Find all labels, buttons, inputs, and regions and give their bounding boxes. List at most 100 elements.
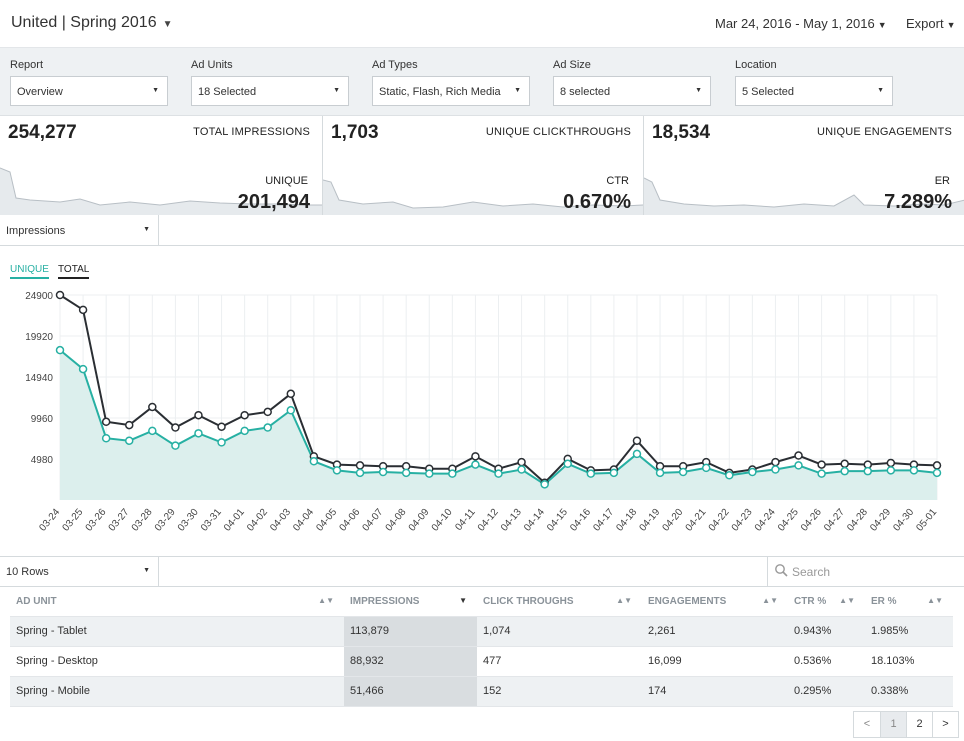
table-header-row: AD UNIT ▲▼ IMPRESSIONS ▼ CLICK THROUGHS ▲▼ … <box>10 587 953 617</box>
total-data-point <box>840 459 849 469</box>
campaign-title: United | Spring 2016 <box>11 14 157 31</box>
select-value: Overview <box>17 86 63 98</box>
column-header-click-throughs[interactable]: CLICK THROUGHS ▲▼ <box>477 587 642 617</box>
location-select[interactable]: 5 Selected ▼ <box>735 76 893 106</box>
total-data-point <box>286 389 296 399</box>
campaign-selector[interactable]: United | Spring 2016 ▼ <box>11 14 173 32</box>
page-button-1[interactable]: 1 <box>880 712 906 737</box>
y-tick-label: 4980 <box>31 455 54 466</box>
export-menu[interactable]: Export ▼ <box>906 16 956 31</box>
unique-data-point <box>748 467 757 477</box>
table-row[interactable]: Spring - Mobile 51,466 152 174 0.295% 0.… <box>10 676 953 707</box>
unique-data-point <box>425 469 434 478</box>
caret-down-icon: ▼ <box>152 87 159 94</box>
cell-click-throughs: 1,074 <box>477 616 642 647</box>
search-placeholder: Search <box>792 565 831 579</box>
cell-ctr: 0.295% <box>788 676 865 707</box>
sort-icon: ▲▼ <box>839 596 855 605</box>
stat-subvalue: 0.670% <box>563 191 631 213</box>
filter-label: Location <box>735 59 777 71</box>
unique-data-point <box>863 466 873 476</box>
rows-per-page-select[interactable]: 10 Rows ▼ <box>0 557 159 586</box>
unique-data-point <box>540 480 549 489</box>
ad-size-select[interactable]: 8 selected ▼ <box>553 76 711 106</box>
unique-data-point <box>817 469 826 478</box>
unique-data-point <box>263 423 272 432</box>
legend-unique[interactable]: UNIQUE <box>10 264 49 279</box>
x-tick-label: 04-22 <box>707 507 732 534</box>
unique-data-point <box>217 438 226 447</box>
unique-data-point <box>632 449 642 459</box>
sort-icon: ▲▼ <box>318 596 334 605</box>
x-tick-label: 04-11 <box>453 507 478 533</box>
metric-value: Impressions <box>6 225 66 237</box>
filter-report: Report Overview ▼ <box>10 59 168 106</box>
unique-data-point <box>586 469 596 478</box>
sparkline <box>323 179 643 215</box>
x-tick-label: 03-31 <box>199 507 224 534</box>
prev-page-button[interactable]: < <box>854 712 880 737</box>
x-tick-label: 04-19 <box>637 507 662 534</box>
unique-data-point <box>286 406 296 415</box>
total-data-point <box>240 410 249 420</box>
next-page-button[interactable]: > <box>932 712 958 737</box>
cell-er: 0.338% <box>865 676 953 707</box>
x-tick-label: 04-16 <box>568 507 593 534</box>
x-tick-label: 03-27 <box>107 507 132 534</box>
x-tick-label: 04-21 <box>684 507 709 534</box>
header-label: CTR % <box>794 595 827 607</box>
search-input[interactable]: Search <box>767 557 964 586</box>
caret-down-icon: ▼ <box>162 19 173 30</box>
x-tick-label: 04-29 <box>868 507 893 534</box>
x-tick-label: 04-17 <box>591 507 616 534</box>
column-header-ad-unit[interactable]: AD UNIT ▲▼ <box>10 587 344 617</box>
x-tick-label: 04-07 <box>361 507 386 534</box>
stat-sublabel: ER <box>934 175 950 187</box>
unique-data-point <box>148 426 157 436</box>
unique-data-point <box>840 466 849 476</box>
header-label: ER % <box>871 595 897 607</box>
report-select[interactable]: Overview ▼ <box>10 76 168 106</box>
y-axis-labels: 24900 19920 14940 9960 4980 <box>25 291 53 466</box>
x-tick-label: 04-10 <box>430 507 455 534</box>
x-tick-label: 04-12 <box>476 507 501 534</box>
date-range-picker[interactable]: Mar 24, 2016 - May 1, 2016 ▼ <box>715 16 887 31</box>
ad-types-select[interactable]: Static, Flash, Rich Media ▼ <box>372 76 530 106</box>
select-value: 8 selected <box>560 86 611 98</box>
y-tick-label: 9960 <box>31 414 54 425</box>
table-row[interactable]: Spring - Tablet 113,879 1,074 2,261 0.94… <box>10 616 953 647</box>
cell-engagements: 174 <box>642 676 788 707</box>
total-data-point <box>817 460 826 469</box>
stat-sublabel: CTR <box>606 175 629 187</box>
legend-total[interactable]: TOTAL <box>58 264 90 279</box>
column-header-ctr[interactable]: CTR % ▲▼ <box>788 587 865 617</box>
total-data-point <box>101 417 111 427</box>
x-tick-label: 03-30 <box>176 507 201 534</box>
x-tick-label: 04-28 <box>845 507 870 534</box>
stat-impressions: 254,277 TOTAL IMPRESSIONS UNIQUE 201,494 <box>0 116 322 215</box>
stat-value: 1,703 <box>331 122 379 143</box>
total-data-point <box>632 436 642 445</box>
cell-impressions: 113,879 <box>344 616 477 647</box>
column-header-engagements[interactable]: ENGAGEMENTS ▲▼ <box>642 587 788 617</box>
x-tick-label: 04-15 <box>545 507 570 534</box>
table-row[interactable]: Spring - Desktop 88,932 477 16,099 0.536… <box>10 646 953 677</box>
cell-ad-unit: Spring - Desktop <box>10 646 344 677</box>
page-button-2[interactable]: 2 <box>906 712 932 737</box>
x-tick-label: 03-29 <box>153 507 178 534</box>
x-tick-label: 04-26 <box>799 507 824 534</box>
cell-ad-unit: Spring - Tablet <box>10 616 344 647</box>
cell-er: 1.985% <box>865 616 953 647</box>
metric-select[interactable]: Impressions ▼ <box>0 215 159 246</box>
cell-impressions: 51,466 <box>344 676 477 707</box>
filter-label: Ad Units <box>191 59 233 71</box>
stat-clickthroughs: 1,703 UNIQUE CLICKTHROUGHS CTR 0.670% <box>322 116 643 215</box>
cell-ad-unit: Spring - Mobile <box>10 676 344 707</box>
x-tick-label: 04-06 <box>337 507 362 534</box>
x-axis-labels: 03-2403-2503-2603-2703-2803-2903-3003-31… <box>37 507 939 534</box>
column-header-er[interactable]: ER % ▲▼ <box>865 587 953 617</box>
column-header-impressions[interactable]: IMPRESSIONS ▼ <box>344 587 477 617</box>
sort-desc-icon: ▼ <box>459 596 467 605</box>
ad-units-select[interactable]: 18 Selected ▼ <box>191 76 349 106</box>
unique-data-point <box>609 468 619 478</box>
